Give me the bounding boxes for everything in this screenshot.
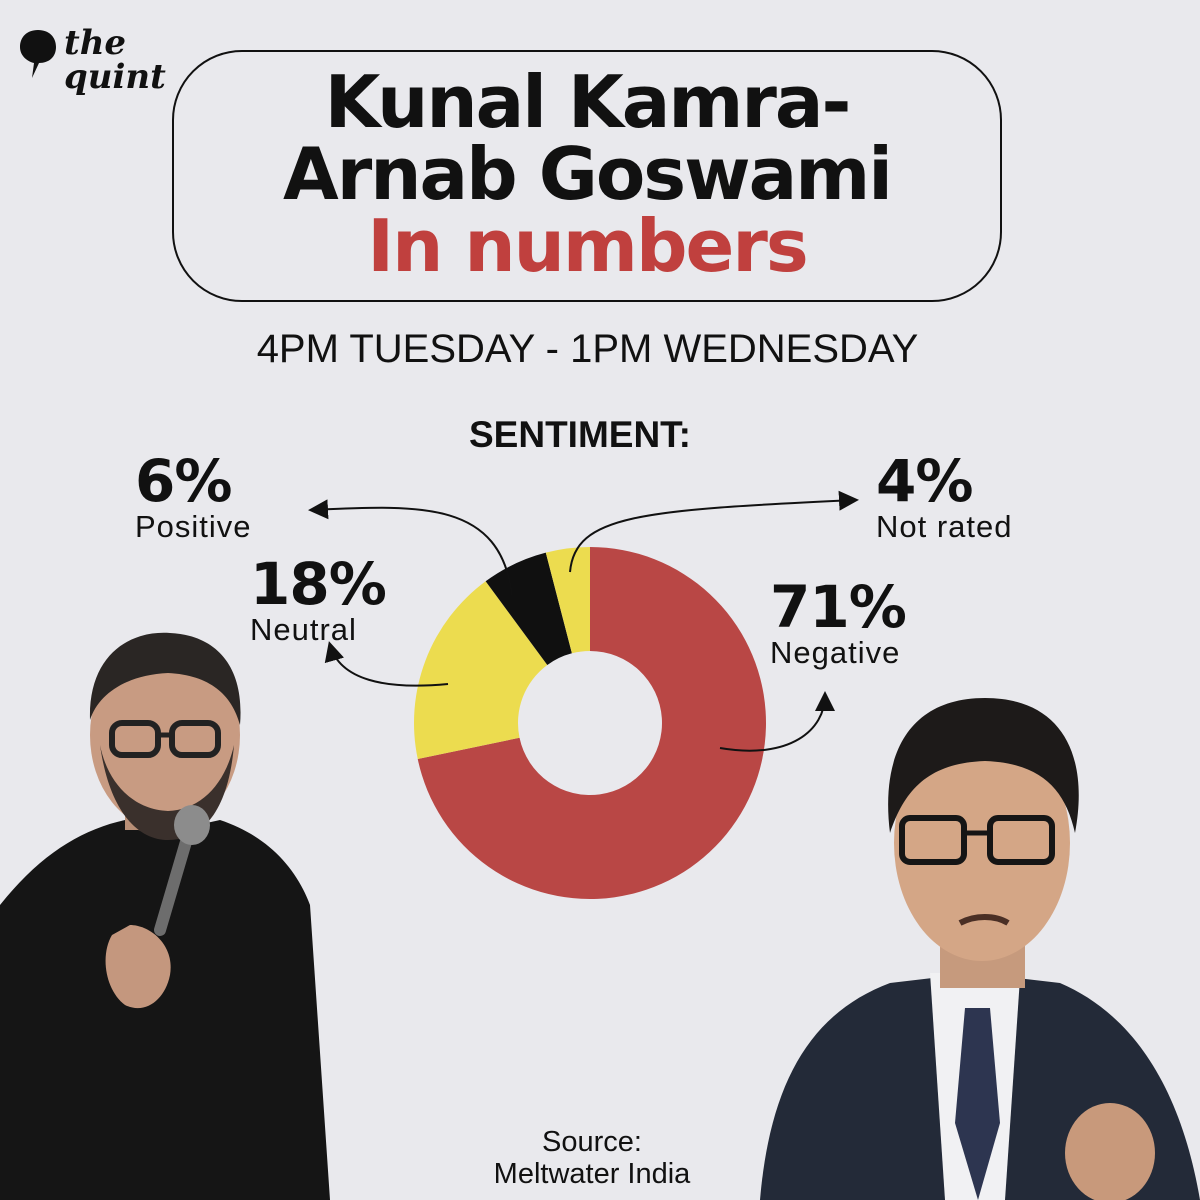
arnab-goswami-photo	[760, 698, 1200, 1200]
logo-text-quint: quint	[64, 57, 166, 97]
chart-title: SENTIMENT:	[469, 414, 691, 455]
negative-percent: 71%	[770, 573, 907, 641]
neutral-label: Neutral	[250, 612, 357, 647]
not-rated-percent: 4%	[876, 447, 973, 515]
subtitle: 4PM TUESDAY - 1PM WEDNESDAY	[256, 327, 919, 371]
donut-slice-negative	[417, 547, 767, 900]
speech-bubble-icon	[20, 30, 56, 78]
positive-label-group: 6% Positive	[135, 452, 252, 544]
positive-label: Positive	[135, 509, 252, 544]
donut-slice-positive	[485, 552, 572, 666]
title-line-1: Kunal Kamra-	[324, 60, 852, 144]
not-rated-label-group: 4% Not rated	[876, 452, 1013, 544]
title-box: Kunal Kamra- Arnab Goswami In numbers	[172, 50, 1002, 302]
source-name: Meltwater India	[493, 1158, 691, 1190]
neutral-label-group: 18% Neutral	[250, 550, 387, 647]
logo-text-the: the	[64, 23, 127, 63]
positive-percent: 6%	[135, 447, 232, 515]
neutral-percent: 18%	[250, 550, 387, 618]
source-label: Source:	[542, 1126, 642, 1158]
title-line-3: In numbers	[367, 204, 808, 288]
arrow-to-neutral	[324, 641, 449, 687]
title-line-2: Arnab Goswami	[283, 132, 893, 216]
arrow-to-not-rated	[569, 490, 859, 573]
donut-slice-neutral	[414, 581, 548, 760]
not-rated-label: Not rated	[876, 509, 1013, 544]
donut-slice-not-rated	[545, 547, 590, 654]
source-note: Source: Meltwater India	[452, 1126, 732, 1190]
kunal-kamra-photo	[0, 632, 330, 1200]
negative-label: Negative	[770, 635, 901, 670]
negative-label-group: 71% Negative	[770, 573, 907, 670]
the-quint-logo: the quint	[18, 23, 166, 116]
